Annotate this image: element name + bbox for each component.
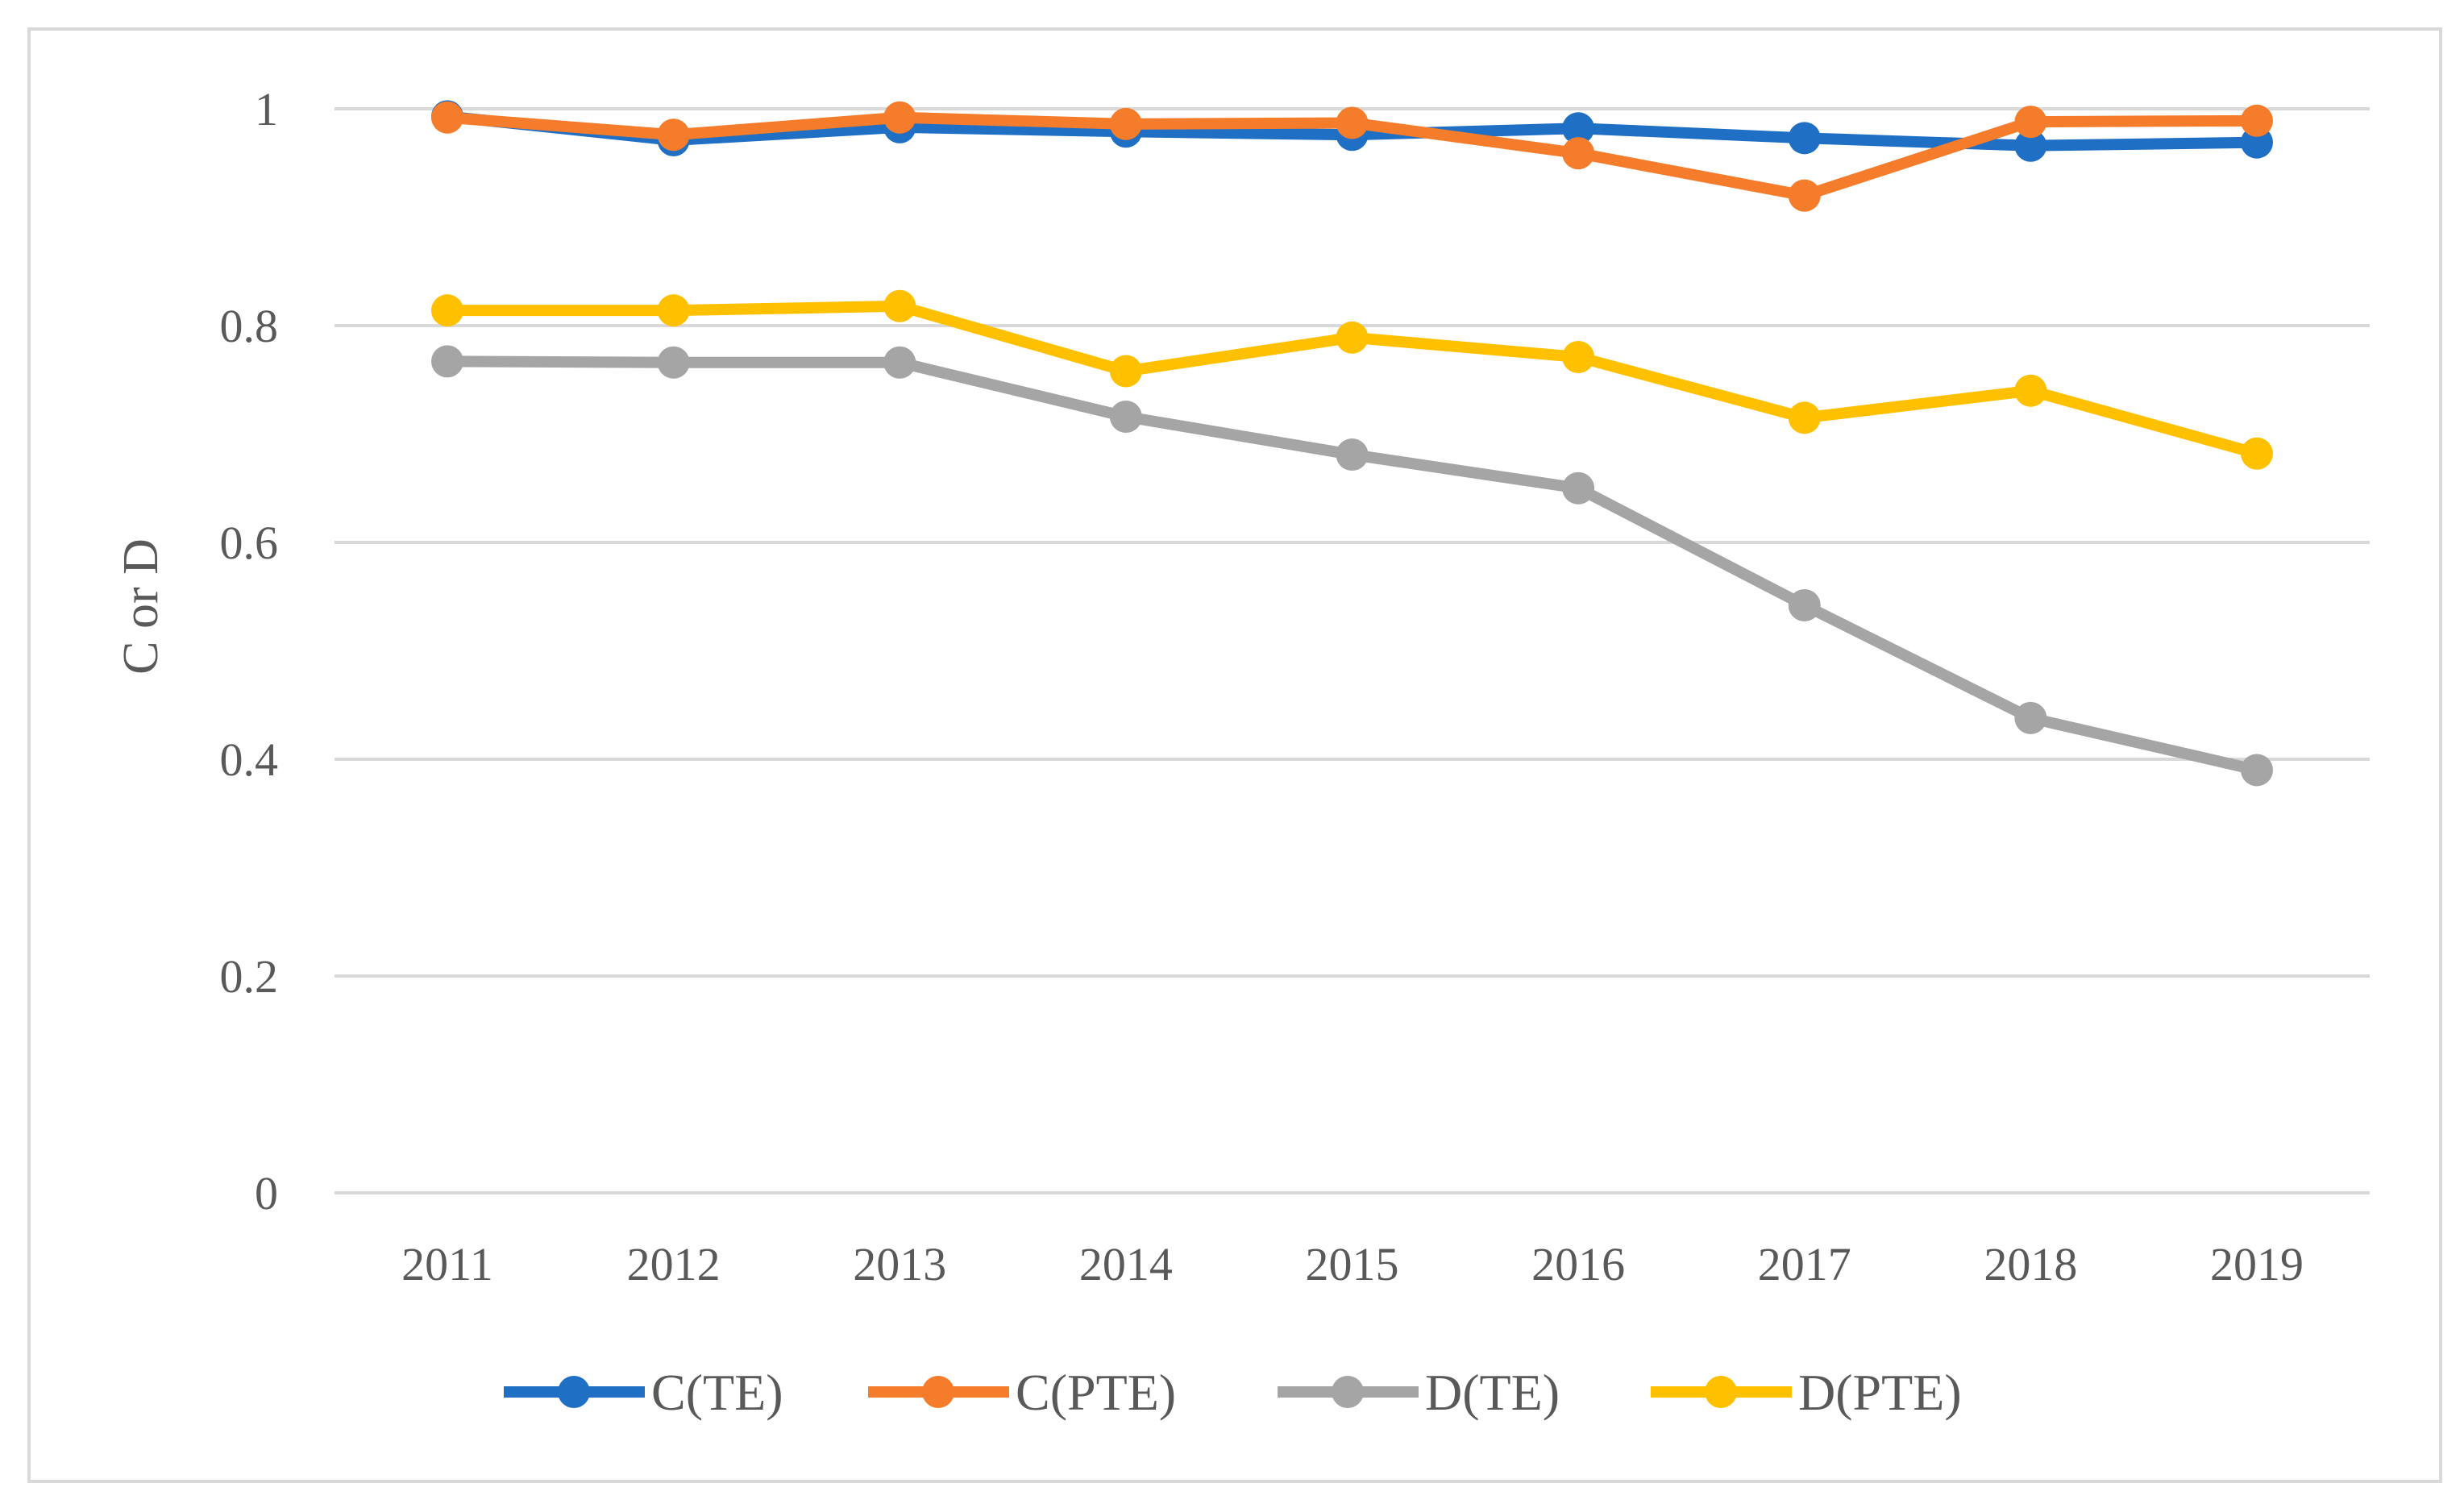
- chart-frame: [27, 27, 2442, 1483]
- legend-label: D(PTE): [1798, 1364, 1962, 1421]
- legend-label: C(PTE): [1016, 1364, 1176, 1421]
- series-group: [431, 100, 2273, 787]
- data-point-d-pte: [1109, 355, 1142, 388]
- data-point-c-pte: [2014, 106, 2047, 139]
- data-point-d-te: [1562, 472, 1595, 505]
- y-tick-label: 0.4: [220, 733, 279, 786]
- data-point-d-te: [883, 346, 916, 379]
- series-d-pte: [431, 289, 2273, 470]
- data-point-d-pte: [2241, 437, 2273, 470]
- x-axis-ticks: 2011 2012 2013 2014 2015 2016 2017 2018 2019: [401, 1238, 2304, 1290]
- legend-swatch-marker: [1705, 1376, 1737, 1408]
- legend-swatch-marker: [1332, 1376, 1364, 1408]
- legend-item-d-pte: D(PTE): [1651, 1364, 1962, 1421]
- x-tick-label: 2017: [1758, 1238, 1851, 1290]
- legend-swatch-marker: [558, 1376, 590, 1408]
- legend-item-c-te: C(TE): [504, 1364, 783, 1421]
- data-point-d-te: [1109, 400, 1142, 433]
- data-point-d-pte: [883, 289, 916, 322]
- data-point-c-pte: [2241, 104, 2273, 137]
- data-point-c-te: [2014, 129, 2047, 162]
- series-d-te: [431, 345, 2273, 787]
- data-point-d-te: [2241, 754, 2273, 787]
- x-tick-label: 2013: [853, 1238, 946, 1290]
- x-tick-label: 2018: [1984, 1238, 2077, 1290]
- series-c-pte: [431, 101, 2273, 212]
- data-point-c-pte: [1562, 137, 1595, 170]
- x-tick-label: 2014: [1079, 1238, 1173, 1290]
- data-point-d-pte: [1336, 321, 1369, 354]
- data-point-d-pte: [1788, 401, 1821, 434]
- data-point-d-te: [657, 346, 690, 379]
- legend-item-c-pte: C(PTE): [868, 1364, 1176, 1421]
- legend-label: D(TE): [1425, 1364, 1560, 1421]
- data-point-c-pte: [1109, 107, 1142, 140]
- legend-swatch-marker: [922, 1376, 954, 1408]
- x-tick-label: 2019: [2210, 1238, 2304, 1290]
- x-tick-label: 2016: [1531, 1238, 1625, 1290]
- series-line-d-te: [442, 355, 2262, 776]
- y-tick-label: 0.6: [220, 517, 279, 569]
- x-tick-label: 2015: [1306, 1238, 1399, 1290]
- gridlines: [334, 107, 2370, 1194]
- legend-item-d-te: D(TE): [1278, 1364, 1560, 1421]
- data-point-c-pte: [883, 101, 916, 134]
- y-tick-label: 0.2: [220, 950, 279, 1003]
- legend: C(TE) C(PTE) D(TE) D(PTE): [504, 1364, 1962, 1421]
- data-point-d-pte: [1562, 341, 1595, 374]
- data-point-c-pte: [657, 118, 690, 152]
- data-point-d-te: [1788, 589, 1821, 622]
- data-point-d-te: [1336, 438, 1369, 472]
- data-point-c-te: [1788, 122, 1821, 155]
- data-point-c-te: [1562, 112, 1595, 145]
- y-axis-title: C or D: [114, 538, 168, 675]
- data-point-d-te: [431, 345, 463, 378]
- y-tick-label: 0.8: [220, 300, 279, 352]
- data-point-d-pte: [431, 294, 463, 327]
- x-tick-label: 2012: [627, 1238, 721, 1290]
- x-tick-label: 2011: [401, 1238, 493, 1290]
- data-point-d-pte: [2014, 374, 2047, 407]
- data-point-c-pte: [431, 101, 463, 134]
- data-point-d-pte: [657, 294, 690, 327]
- legend-label: C(TE): [651, 1364, 783, 1421]
- data-point-c-pte: [1336, 106, 1369, 139]
- data-point-d-te: [2014, 701, 2047, 734]
- y-axis-ticks: 0 0.2 0.4 0.6 0.8 1: [220, 83, 279, 1219]
- y-tick-label: 1: [255, 83, 278, 135]
- data-point-c-pte: [1788, 179, 1821, 212]
- y-tick-label: 0: [255, 1167, 278, 1219]
